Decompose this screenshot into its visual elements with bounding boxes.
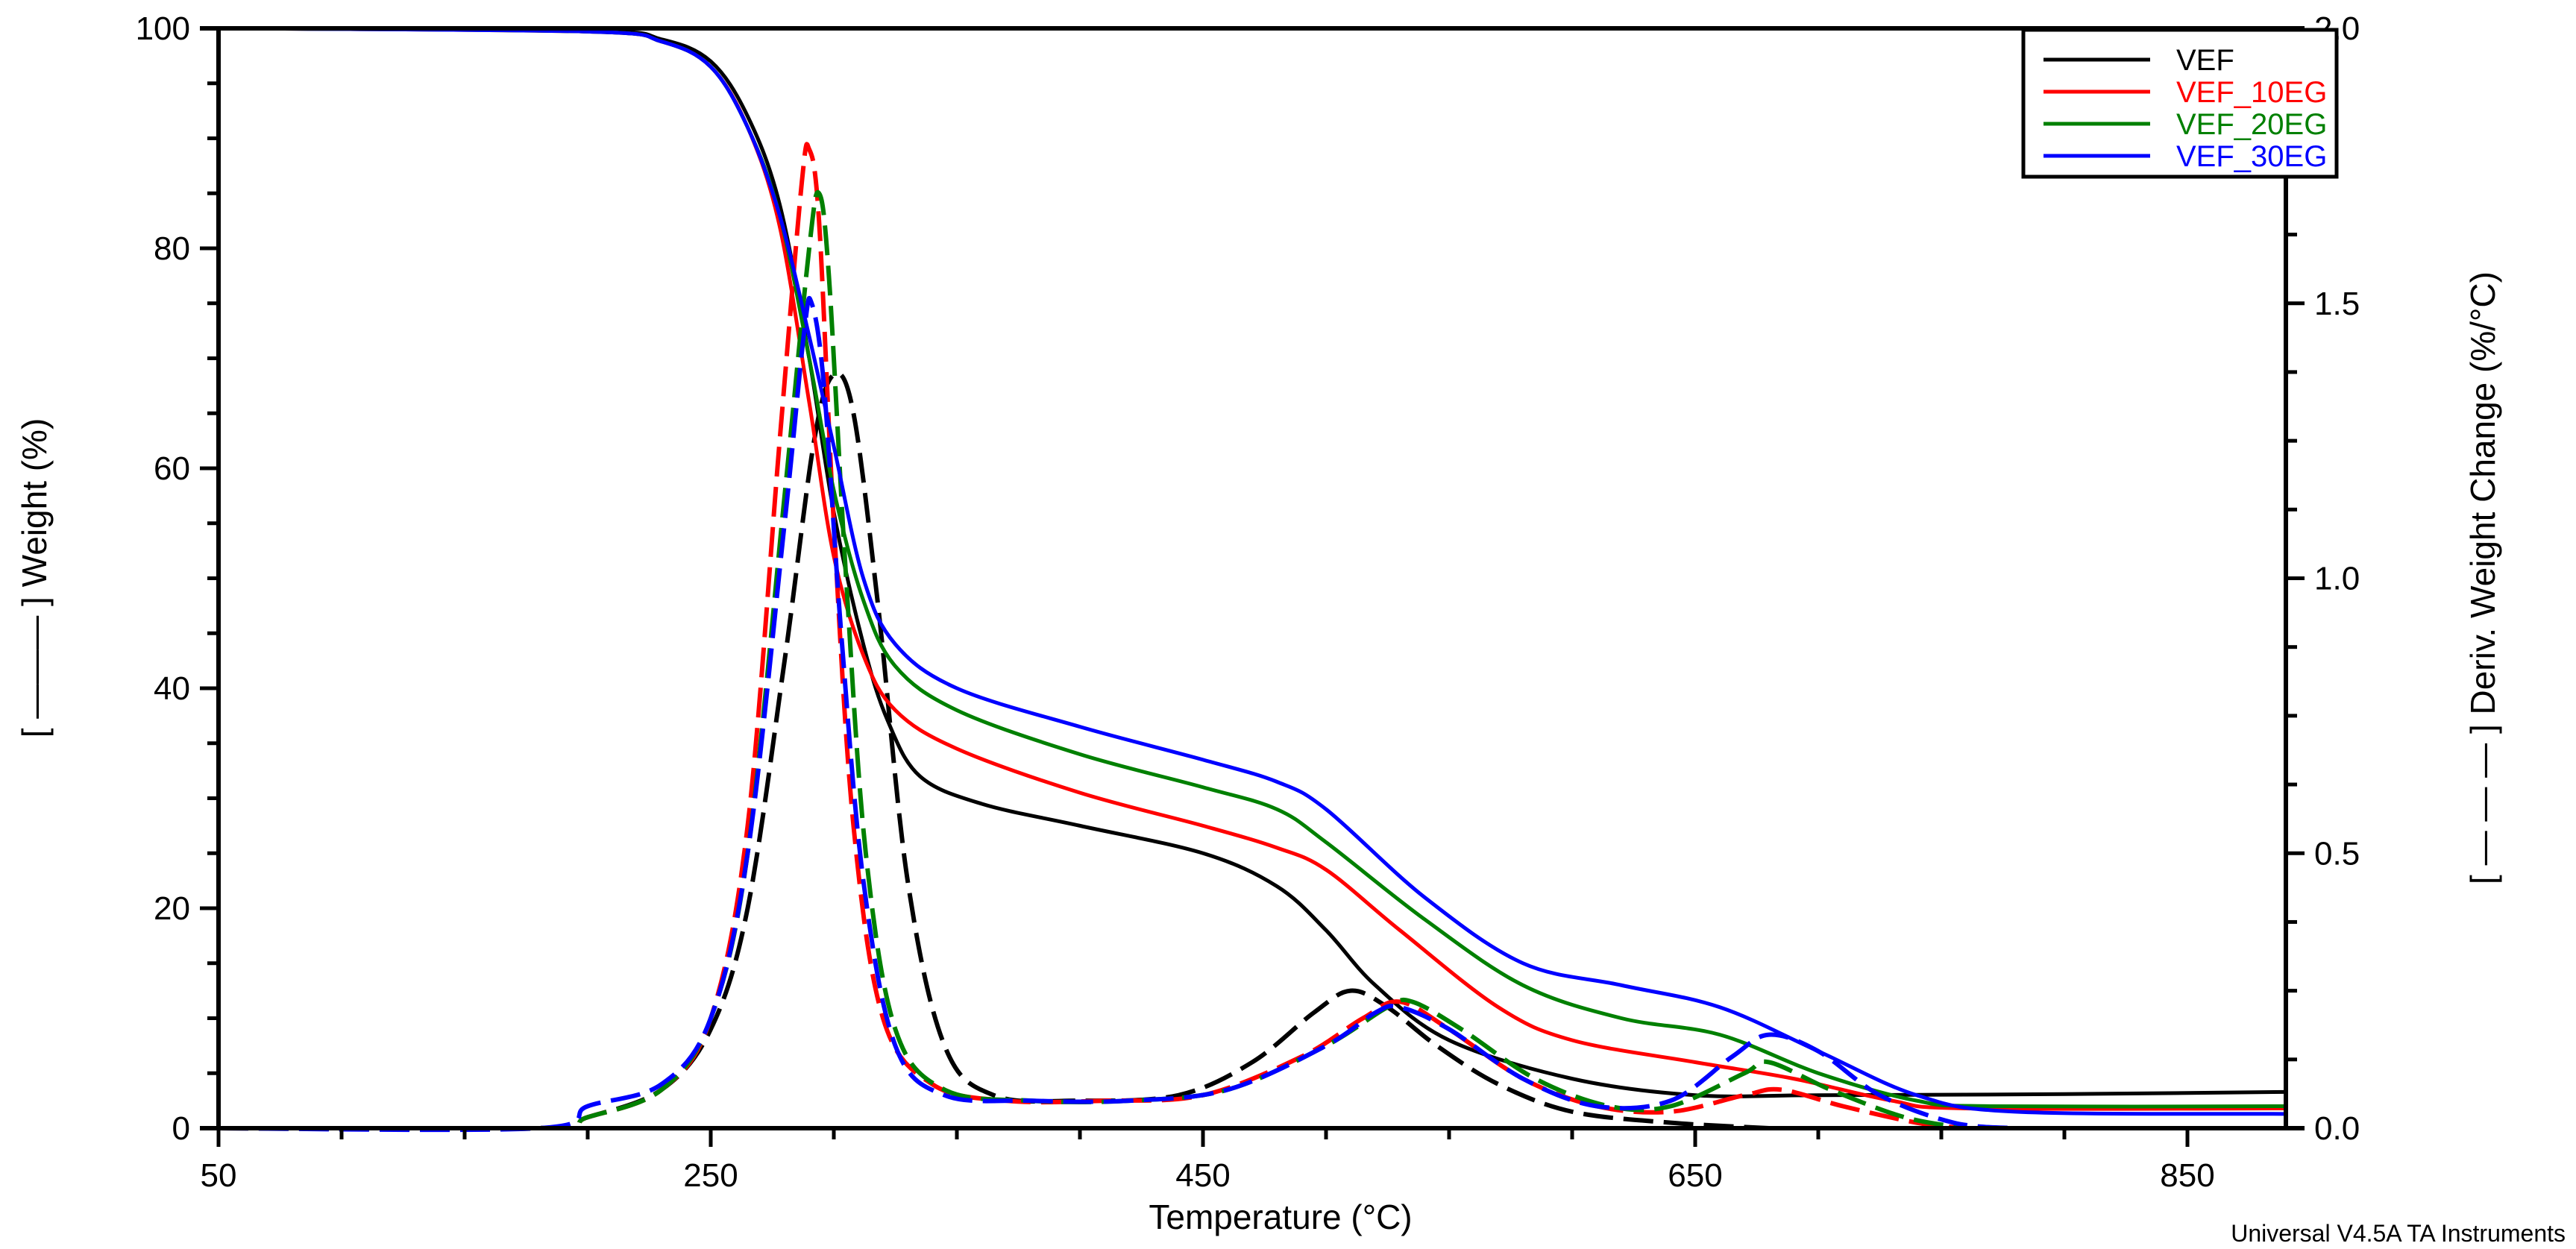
x-tick-label: 450	[1175, 1157, 1230, 1194]
y-tick-label: 40	[154, 670, 190, 707]
y2-tick-label: 0.5	[2314, 835, 2360, 872]
y2-tick-label: 1.0	[2314, 561, 2360, 597]
deriv-line-vef-10eg	[218, 142, 1967, 1132]
x-tick-label: 850	[2160, 1157, 2214, 1194]
legend-label: VEF_30EG	[2176, 140, 2327, 173]
deriv-line-vef-20eg	[218, 189, 1967, 1132]
weight-line-vef	[218, 26, 2287, 1098]
y2-tick-label: 1.5	[2314, 286, 2360, 322]
y-tick-label: 60	[154, 450, 190, 487]
y-tick-label: 100	[136, 10, 190, 47]
legend-label: VEF_10EG	[2176, 76, 2327, 109]
footer-text: Universal V4.5A TA Instruments	[2231, 1220, 2566, 1247]
x-tick-label: 250	[683, 1157, 738, 1194]
plot-curves	[218, 26, 2287, 1133]
axes: 0204060801000.00.51.01.52.05025045065085…	[136, 10, 2360, 1194]
legend-label: VEF_20EG	[2176, 108, 2327, 141]
x-tick-label: 650	[1668, 1157, 1722, 1194]
weight-line-vef-20eg	[218, 26, 2287, 1109]
x-axis-title: Temperature (°C)	[1149, 1198, 1412, 1236]
y-tick-label: 80	[154, 230, 190, 267]
legend-box	[2021, 28, 2339, 179]
deriv-line-vef	[218, 371, 1770, 1132]
weight-line-vef-30eg	[218, 26, 2287, 1116]
y2-tick-label: 0.0	[2314, 1110, 2360, 1147]
y2-axis-title: [ — — — ] Deriv. Weight Change (%/°C)	[2463, 271, 2502, 884]
weight-line-vef-10eg	[218, 26, 2287, 1111]
y-tick-label: 20	[154, 890, 190, 927]
y-tick-label: 0	[172, 1110, 190, 1147]
x-tick-label: 50	[201, 1157, 237, 1194]
legend-label: VEF	[2176, 44, 2234, 77]
deriv-line-vef-30eg	[218, 296, 2016, 1133]
y-axis-title: [ ——— ] Weight (%)	[15, 418, 54, 738]
